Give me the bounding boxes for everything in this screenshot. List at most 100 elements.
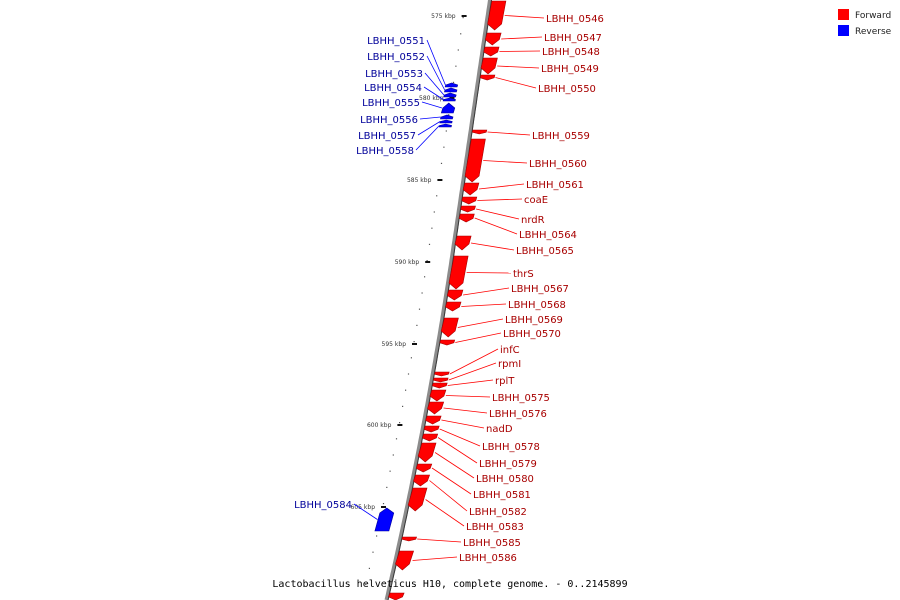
- forward-gene-arrow: [422, 433, 439, 442]
- major-tick-mark: [397, 424, 403, 426]
- minor-tick: [368, 567, 370, 569]
- forward-label-leader: [449, 348, 499, 375]
- minor-tick: [372, 551, 374, 553]
- legend: Forward Reverse: [838, 9, 892, 37]
- legend-reverse-label: Reverse: [855, 27, 892, 37]
- reverse-gene-arrow: [438, 123, 452, 128]
- backbone-line: [384, 0, 492, 600]
- forward-gene-arrow: [462, 182, 480, 196]
- minor-tick: [389, 470, 391, 472]
- minor-tick: [410, 357, 412, 359]
- reverse-gene-label: LBHH_0551: [367, 36, 425, 47]
- gene-features: [374, 0, 507, 600]
- major-tick-label: 585 kbp: [407, 177, 432, 184]
- major-tick-mark: [449, 97, 455, 99]
- forward-label-leader: [429, 480, 468, 512]
- reverse-gene-label: LBHH_0552: [367, 52, 425, 63]
- forward-gene-label: LBHH_0579: [479, 459, 537, 470]
- forward-gene-label: LBHH_0575: [492, 393, 550, 404]
- forward-label-leader: [441, 419, 485, 429]
- minor-tick: [436, 195, 438, 197]
- forward-gene-arrow: [464, 138, 486, 183]
- forward-label-leader: [470, 242, 515, 251]
- minor-tick: [395, 438, 398, 440]
- forward-gene-arrow: [395, 550, 415, 571]
- forward-label-leader: [483, 160, 528, 164]
- major-tick-label: 580 kbp: [419, 95, 444, 102]
- forward-label-leader: [437, 437, 478, 464]
- forward-label-leader: [434, 452, 475, 479]
- minor-tick: [424, 276, 426, 278]
- forward-gene-label: LBHH_0583: [466, 522, 524, 533]
- forward-label-leader: [504, 15, 545, 19]
- forward-gene-arrow: [460, 205, 476, 213]
- forward-gene-arrow: [427, 401, 445, 415]
- forward-gene-arrow: [407, 487, 428, 512]
- reverse-label-leader: [423, 86, 444, 100]
- minor-ticks: [365, 17, 464, 586]
- minor-tick: [431, 227, 433, 229]
- forward-gene-arrow: [413, 474, 431, 487]
- forward-gene-label: LBHH_0560: [529, 159, 587, 170]
- reverse-label-leader: [426, 39, 446, 86]
- forward-gene-label: LBHH_0580: [476, 474, 534, 485]
- forward-label-leader: [443, 407, 488, 414]
- forward-gene-arrow: [423, 425, 440, 433]
- reverse-label-leader: [426, 55, 446, 91]
- forward-gene-label: nrdR: [521, 215, 545, 226]
- minor-tick: [448, 114, 450, 116]
- major-tick-mark: [412, 343, 417, 345]
- reverse-label-leader: [415, 125, 440, 151]
- legend-reverse-swatch: [838, 25, 849, 36]
- forward-label-leader: [417, 538, 462, 543]
- major-tick-label: 590 kbp: [395, 259, 420, 266]
- forward-gene-label: LBHH_0567: [511, 284, 569, 295]
- forward-gene-label: LBHH_0564: [519, 230, 577, 241]
- forward-label-leader: [445, 395, 491, 398]
- forward-gene-arrow: [439, 339, 456, 346]
- forward-gene-label: LBHH_0550: [538, 84, 596, 95]
- minor-tick: [460, 33, 462, 35]
- forward-gene-label: infC: [500, 345, 520, 356]
- major-tick-label: 595 kbp: [382, 341, 407, 348]
- minor-tick: [440, 162, 443, 164]
- forward-label-leader: [476, 208, 520, 220]
- major-tick-label: 575 kbp: [431, 13, 456, 20]
- reverse-gene-arrow: [439, 114, 454, 120]
- minor-tick: [452, 81, 455, 83]
- forward-gene-label: LBHH_0568: [508, 300, 566, 311]
- forward-gene-label: rplT: [495, 376, 515, 387]
- minor-tick: [386, 486, 388, 488]
- forward-gene-label: LBHH_0547: [544, 33, 602, 44]
- forward-gene-arrow: [484, 32, 502, 46]
- label-leaders: [353, 15, 545, 561]
- gene-labels: LBHH_0546 LBHH_0547 LBHH_0548 LBHH_0549 LBHH…: [294, 14, 604, 564]
- forward-gene-arrow: [483, 46, 500, 57]
- major-tick-mark: [425, 261, 431, 263]
- minor-tick: [445, 130, 447, 132]
- reverse-gene-label: LBHH_0555: [362, 98, 420, 109]
- forward-gene-arrow: [448, 255, 469, 290]
- forward-gene-arrow: [434, 371, 450, 377]
- forward-gene-label: LBHH_0582: [469, 507, 527, 518]
- forward-gene-label: thrS: [513, 269, 534, 280]
- reverse-gene-arrow: [443, 92, 457, 98]
- forward-label-leader: [466, 272, 512, 274]
- minor-tick: [426, 260, 428, 262]
- minor-tick: [365, 584, 367, 586]
- reverse-gene-label: LBHH_0584: [294, 500, 352, 511]
- forward-gene-label: LBHH_0565: [516, 246, 574, 257]
- forward-label-leader: [461, 303, 507, 307]
- reverse-label-leader: [421, 101, 443, 109]
- forward-gene-arrow: [487, 0, 507, 31]
- forward-gene-label: LBHH_0570: [503, 329, 561, 340]
- minor-tick: [455, 65, 457, 67]
- reverse-gene-arrow: [439, 119, 453, 124]
- major-tick-label: 600 kbp: [367, 422, 392, 429]
- forward-gene-label: LBHH_0578: [482, 442, 540, 453]
- forward-gene-arrow: [458, 213, 475, 223]
- forward-label-leader: [477, 198, 523, 201]
- forward-label-leader: [487, 131, 531, 136]
- forward-gene-label: LBHH_0561: [526, 180, 584, 191]
